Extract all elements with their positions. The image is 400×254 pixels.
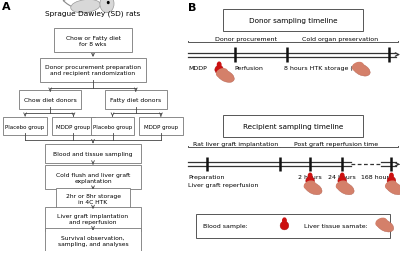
Text: 24 hours: 24 hours	[328, 175, 356, 180]
Text: 2hr or 8hr storage
in 4C HTK: 2hr or 8hr storage in 4C HTK	[66, 193, 120, 204]
Text: Sprague Dawley (SD) rats: Sprague Dawley (SD) rats	[45, 10, 141, 17]
Text: Chow or Fatty diet
for 8 wks: Chow or Fatty diet for 8 wks	[66, 36, 120, 46]
Circle shape	[108, 3, 109, 5]
Ellipse shape	[386, 182, 400, 195]
Ellipse shape	[304, 181, 315, 189]
FancyBboxPatch shape	[45, 145, 141, 164]
Text: Post graft reperfusion time: Post graft reperfusion time	[294, 141, 378, 146]
FancyBboxPatch shape	[19, 90, 82, 109]
Ellipse shape	[387, 177, 396, 185]
Text: 168 hours: 168 hours	[361, 175, 392, 180]
Text: Cold organ preservation: Cold organ preservation	[302, 37, 378, 41]
Text: Donor procurement preparation
and recipient randomization: Donor procurement preparation and recipi…	[45, 65, 141, 76]
FancyBboxPatch shape	[90, 118, 134, 136]
Text: B: B	[188, 3, 196, 12]
FancyBboxPatch shape	[56, 188, 130, 209]
Text: Blood and tissue sampling: Blood and tissue sampling	[53, 151, 133, 156]
Ellipse shape	[218, 63, 221, 68]
Text: Survival observation,
sampling, and analyses: Survival observation, sampling, and anal…	[58, 235, 128, 246]
Text: Liver graft reperfusion: Liver graft reperfusion	[188, 182, 258, 187]
FancyBboxPatch shape	[52, 118, 96, 136]
Ellipse shape	[308, 173, 312, 179]
FancyBboxPatch shape	[45, 207, 141, 231]
Ellipse shape	[217, 70, 227, 77]
Ellipse shape	[71, 1, 100, 14]
Ellipse shape	[283, 218, 286, 223]
Text: Donor procurement: Donor procurement	[215, 37, 277, 41]
FancyBboxPatch shape	[54, 29, 132, 53]
Ellipse shape	[340, 173, 344, 179]
Ellipse shape	[352, 63, 363, 71]
Text: Preparation: Preparation	[188, 175, 224, 180]
Ellipse shape	[306, 177, 314, 185]
Ellipse shape	[386, 181, 396, 189]
Ellipse shape	[376, 219, 394, 232]
Ellipse shape	[217, 70, 234, 83]
Text: 8 hours HTK storage (4°C): 8 hours HTK storage (4°C)	[284, 65, 366, 70]
Text: Blood sample:: Blood sample:	[203, 223, 248, 228]
Text: MDDP group: MDDP group	[144, 124, 178, 129]
Text: Liver graft implantation
and reperfusion: Liver graft implantation and reperfusion	[58, 214, 128, 224]
Ellipse shape	[305, 182, 322, 195]
Ellipse shape	[215, 66, 224, 75]
Text: Rat liver graft implantation: Rat liver graft implantation	[192, 141, 278, 146]
Text: Liver tissue samate:: Liver tissue samate:	[304, 223, 368, 228]
Ellipse shape	[338, 177, 346, 185]
FancyBboxPatch shape	[45, 228, 141, 252]
FancyBboxPatch shape	[40, 59, 146, 82]
Ellipse shape	[337, 182, 354, 195]
FancyBboxPatch shape	[224, 10, 362, 31]
Ellipse shape	[376, 218, 387, 227]
FancyBboxPatch shape	[196, 214, 390, 238]
Text: 2 hours: 2 hours	[298, 175, 322, 180]
Ellipse shape	[336, 181, 347, 189]
Ellipse shape	[390, 173, 393, 179]
Text: Fatty diet donors: Fatty diet donors	[110, 97, 161, 102]
Text: MDDP: MDDP	[188, 65, 207, 70]
Text: Perfusion: Perfusion	[235, 65, 264, 70]
Text: Cold flush and liver graft
explantation: Cold flush and liver graft explantation	[56, 172, 130, 183]
Text: Donor sampling timeline: Donor sampling timeline	[249, 18, 337, 24]
FancyBboxPatch shape	[3, 118, 47, 136]
Circle shape	[100, 0, 114, 14]
FancyBboxPatch shape	[104, 90, 167, 109]
Ellipse shape	[353, 64, 370, 77]
Text: Placebo group: Placebo group	[6, 124, 45, 129]
Text: A: A	[2, 2, 10, 12]
Text: Recipient sampling timeline: Recipient sampling timeline	[243, 123, 343, 129]
FancyBboxPatch shape	[139, 118, 183, 136]
Text: Placebo group: Placebo group	[93, 124, 132, 129]
FancyBboxPatch shape	[45, 166, 141, 189]
Text: Chow diet donors: Chow diet donors	[24, 97, 76, 102]
Ellipse shape	[280, 221, 289, 230]
FancyBboxPatch shape	[224, 116, 362, 137]
Text: MDDP group: MDDP group	[56, 124, 90, 129]
